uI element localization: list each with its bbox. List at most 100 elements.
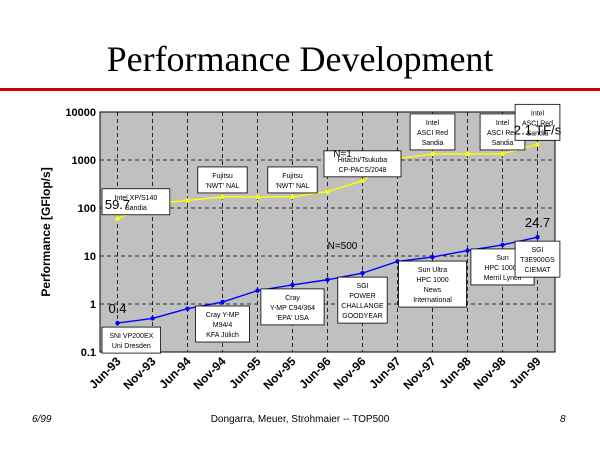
slide-title: Performance Development	[106, 39, 494, 79]
data-point	[500, 242, 505, 248]
y-tick-label: 1	[90, 299, 96, 311]
data-point	[185, 198, 190, 203]
x-tick-label: Jun-99	[506, 354, 543, 391]
x-tick-label: Nov-94	[190, 354, 228, 392]
data-point	[115, 216, 120, 221]
annotation-line: SGI	[531, 247, 543, 254]
annotation-line: Sandia	[422, 140, 444, 147]
footer-authors: Dongarra, Meuer, Strohmaier -- TOP500	[210, 414, 390, 425]
annotation-line: ASCI Red	[487, 130, 518, 137]
value-label: 59.7	[105, 197, 130, 212]
annotation-line: GOODYEAR	[342, 313, 382, 320]
footer-page-number: 8	[560, 414, 566, 425]
annotation-box: Cray Y-MP M94/4 KFA Jülich	[195, 305, 250, 343]
series-label: N=500	[328, 241, 358, 252]
annotation-line: Sandia	[492, 140, 514, 147]
annotation-line: M94/4	[213, 322, 233, 329]
annotation-line: 'NWT' NAL	[205, 183, 239, 190]
y-tick-label: 1000	[72, 155, 96, 167]
annotation-box: Intel XP/S140 Sandia	[101, 188, 171, 216]
data-point	[535, 234, 540, 240]
annotation-line: Uni Dresden	[112, 343, 151, 350]
value-label: 0.4	[108, 301, 126, 316]
x-tick-label: Nov-98	[470, 354, 508, 392]
data-point	[360, 178, 365, 184]
data-point	[325, 277, 330, 282]
annotation-line: Intel XP/S140	[114, 195, 157, 202]
annotation-box: Hitachi/Tsukuba CP-PACS/2048	[323, 150, 402, 178]
data-point	[115, 320, 120, 326]
annotation-line: ASCI Red	[417, 130, 448, 137]
annotation-line: ASCI Red	[522, 120, 553, 127]
annotation-line: Y-MP C94/364	[270, 305, 315, 312]
annotation-line: Intel	[426, 120, 440, 127]
value-label: 2.1 TF/s	[514, 122, 562, 137]
annotation-line: SNI VP200EX	[109, 333, 153, 340]
title-rule	[0, 88, 600, 91]
x-tick-label: Jun-97	[366, 354, 403, 391]
annotation-line: HPC 10000	[484, 265, 520, 272]
annotation-line: Fujitsu	[282, 173, 303, 180]
x-tick-label: Jun-93	[86, 354, 123, 391]
value-label: 24.7	[525, 215, 550, 230]
annotation-line: T3E900GS	[520, 257, 555, 264]
data-point	[465, 151, 470, 157]
y-tick-labels: 0.1 1 10 100 1000 10000	[65, 107, 96, 359]
annotation-line: 'NWT' NAL	[275, 183, 309, 190]
data-point	[255, 194, 260, 200]
x-tick-label: Jun-96	[296, 354, 333, 391]
y-tick-label: 0.1	[81, 347, 96, 359]
x-tick-labels: Jun-93Nov-93Jun-94Nov-94Jun-95Nov-95Jun-…	[86, 354, 543, 392]
data-point	[255, 288, 260, 293]
annotation-line: Sun	[496, 255, 509, 262]
annotation-line: Cray	[285, 295, 300, 302]
y-tick-label: 100	[78, 203, 96, 215]
x-tick-label: Nov-95	[260, 354, 298, 392]
y-axis-label: Performance [GFlop/s]	[39, 167, 53, 296]
annotation-box: SGI POWER CHALLANGE GOODYEAR	[337, 276, 388, 324]
series-label: N=1	[333, 149, 352, 160]
data-point	[500, 151, 505, 157]
data-point	[220, 299, 225, 305]
annotation-line: Fujitsu	[212, 173, 233, 180]
data-point	[150, 316, 155, 321]
annotation-box: Intel ASCI Red Sandia	[514, 103, 561, 141]
x-tick-label: Nov-97	[400, 354, 438, 392]
annotation-line: Cray Y-MP	[206, 312, 240, 319]
annotation-line: KFA Jülich	[206, 332, 239, 339]
y-tick-label: 10000	[65, 107, 96, 119]
data-point	[535, 142, 540, 147]
x-tick-label: Nov-96	[330, 354, 368, 392]
annotation-line: Merril Lynch	[484, 275, 522, 282]
annotation-line: HPC 1000	[416, 277, 448, 284]
annotation-line: SGI	[356, 283, 368, 290]
annotation-line: Sandia	[125, 205, 147, 212]
annotation-line: Sun Ultra	[418, 267, 447, 274]
annotation-line: CIEMAT	[525, 267, 552, 274]
annotation-line: International	[413, 297, 452, 304]
x-tick-label: Jun-95	[226, 354, 263, 391]
annotation-line: POWER	[349, 293, 375, 300]
value-labels: 59.7 2.1 TF/s 0.4 24.7 N=1 N=500	[105, 122, 562, 316]
annotation-box: SGI T3E900GS CIEMAT	[514, 240, 561, 278]
annotation-line: 'EPA' USA	[276, 315, 309, 322]
annotation-box: Fujitsu 'NWT' NAL	[267, 166, 318, 194]
data-point	[465, 248, 470, 253]
annotation-box: Fujitsu 'NWT' NAL	[197, 166, 248, 194]
annotation-line: CHALLANGE	[341, 303, 384, 310]
annotation-line: Sandia	[527, 130, 549, 137]
data-point	[430, 151, 435, 157]
data-point	[325, 189, 330, 194]
annotation-box: Cray Y-MP C94/364 'EPA' USA	[260, 288, 325, 326]
annotation-line: Intel	[531, 110, 545, 117]
y-tick-label: 10	[84, 251, 96, 263]
x-tick-label: Jun-98	[436, 354, 473, 391]
data-point	[290, 282, 295, 288]
annotation-box: Sun Ultra HPC 1000 News International	[398, 260, 467, 308]
annotation-line: News	[424, 287, 442, 294]
data-point	[430, 254, 435, 260]
x-tick-label: Nov-93	[120, 354, 158, 392]
data-point	[360, 270, 365, 276]
